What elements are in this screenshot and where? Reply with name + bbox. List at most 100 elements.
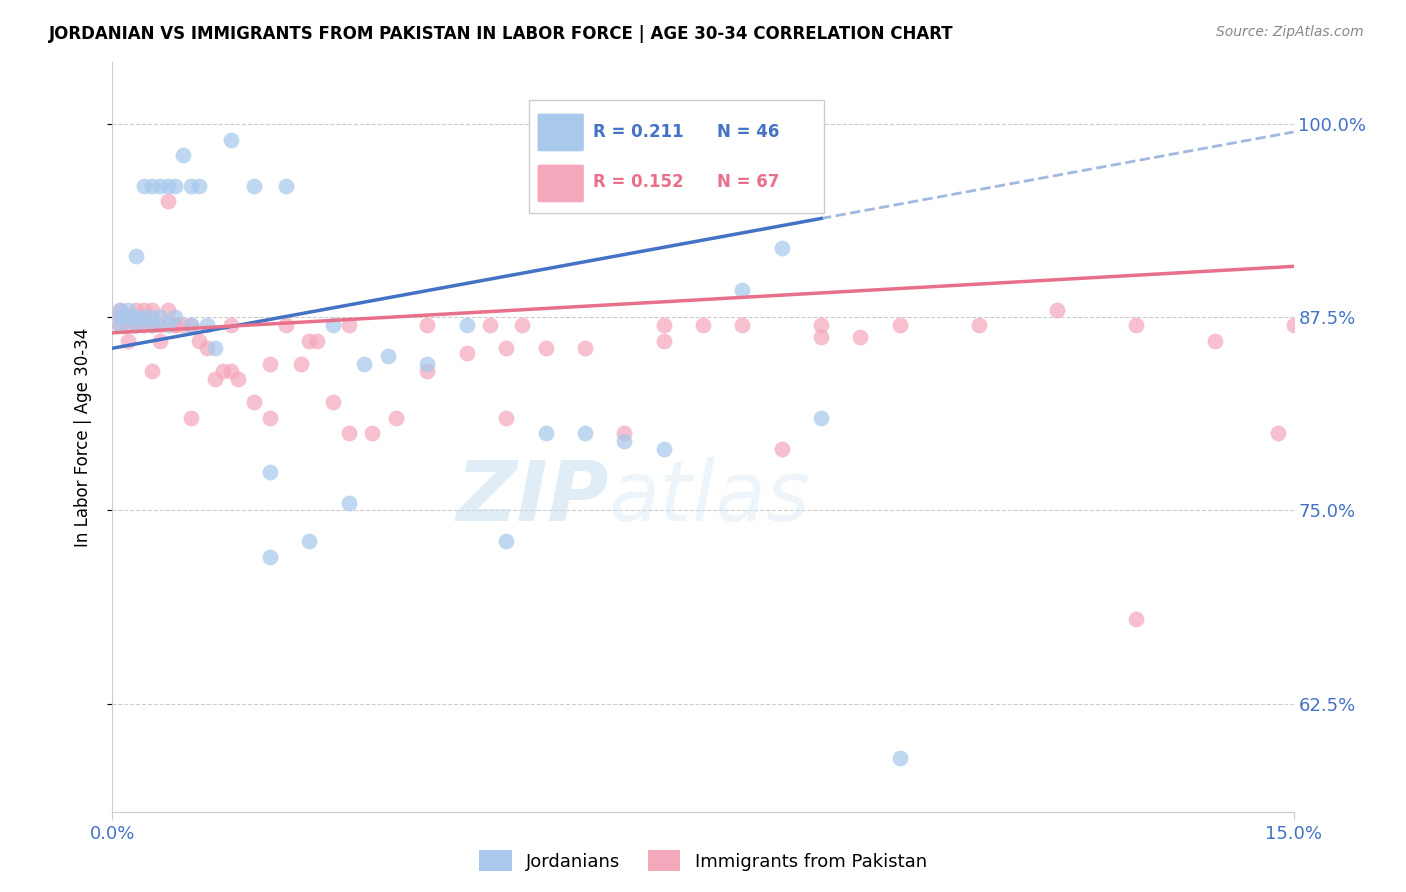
Point (1267, 426, 1289, 441)
Point (125, 318, 148, 332)
Point (967, 318, 990, 332)
Point (259, 357, 281, 371)
Point (132, 302, 155, 317)
Point (156, 194, 179, 209)
Point (613, 426, 636, 441)
Point (274, 179, 297, 194)
Point (534, 341, 557, 355)
Point (652, 334, 675, 348)
Point (117, 302, 139, 317)
Point (180, 179, 202, 194)
Point (495, 341, 517, 355)
Point (274, 318, 297, 332)
Point (307, 334, 329, 348)
Point (141, 302, 163, 317)
Point (337, 426, 360, 441)
Point (180, 318, 202, 332)
Point (204, 372, 226, 386)
Point (141, 364, 163, 378)
Point (810, 318, 832, 332)
Point (510, 318, 533, 332)
Point (211, 364, 233, 378)
Point (731, 318, 754, 332)
Point (141, 310, 163, 325)
Point (165, 318, 187, 332)
Point (156, 302, 179, 317)
Point (188, 334, 211, 348)
Point (259, 465, 281, 479)
Point (385, 410, 408, 425)
Point (1282, 318, 1305, 332)
Point (195, 341, 218, 355)
Point (416, 357, 439, 371)
Point (165, 310, 187, 325)
Point (361, 426, 384, 441)
Point (495, 410, 517, 425)
Point (731, 283, 754, 297)
Point (132, 318, 155, 332)
Point (165, 318, 187, 332)
Point (219, 318, 242, 332)
Point (156, 318, 179, 332)
Point (337, 496, 360, 510)
Point (416, 318, 439, 332)
Point (110, 310, 132, 325)
Point (290, 357, 312, 371)
Point (1046, 302, 1069, 317)
Point (132, 310, 155, 325)
Point (322, 395, 344, 409)
Point (125, 248, 148, 262)
Point (337, 318, 360, 332)
Point (574, 426, 596, 441)
Point (456, 346, 478, 360)
Point (219, 364, 242, 378)
Point (141, 318, 163, 332)
Point (110, 318, 132, 332)
Point (172, 148, 194, 162)
Point (889, 750, 911, 764)
Text: Source: ZipAtlas.com: Source: ZipAtlas.com (1216, 25, 1364, 39)
Point (125, 302, 148, 317)
Text: JORDANIAN VS IMMIGRANTS FROM PAKISTAN IN LABOR FORCE | AGE 30-34 CORRELATION CHA: JORDANIAN VS IMMIGRANTS FROM PAKISTAN IN… (49, 25, 953, 43)
Point (110, 302, 132, 317)
Point (243, 179, 266, 194)
Point (1125, 318, 1147, 332)
Point (810, 410, 832, 425)
Point (353, 357, 375, 371)
Point (172, 318, 194, 332)
Point (110, 318, 132, 332)
Point (1204, 334, 1226, 348)
Point (149, 179, 172, 194)
Point (849, 330, 872, 344)
Point (534, 426, 557, 441)
Point (110, 302, 132, 317)
Y-axis label: In Labor Force | Age 30-34: In Labor Force | Age 30-34 (73, 327, 91, 547)
Point (770, 442, 793, 456)
Point (156, 179, 179, 194)
Point (195, 318, 218, 332)
Point (652, 442, 675, 456)
Point (810, 330, 832, 344)
Point (298, 534, 321, 549)
Point (1125, 612, 1147, 626)
Text: atlas: atlas (609, 457, 810, 538)
Point (495, 534, 517, 549)
Point (377, 349, 399, 363)
Point (180, 410, 202, 425)
Point (149, 334, 172, 348)
Point (770, 241, 793, 255)
Point (416, 364, 439, 378)
Point (117, 310, 139, 325)
Point (165, 179, 187, 194)
Point (479, 318, 502, 332)
Point (110, 310, 132, 325)
Point (652, 318, 675, 332)
Point (574, 341, 596, 355)
Point (188, 179, 211, 194)
Text: ZIP: ZIP (456, 457, 609, 538)
Point (259, 410, 281, 425)
Legend: Jordanians, Immigrants from Pakistan: Jordanians, Immigrants from Pakistan (472, 843, 934, 879)
Point (456, 318, 478, 332)
Point (141, 318, 163, 332)
Point (219, 133, 242, 147)
